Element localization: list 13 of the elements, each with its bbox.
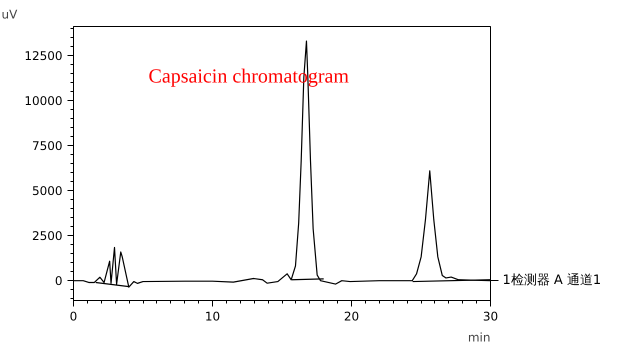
y-tick-label: 5000 xyxy=(32,184,63,198)
y-tick-label: 10000 xyxy=(24,94,63,108)
y-axis-title: uV xyxy=(2,8,18,22)
x-tick-label: 0 xyxy=(70,310,78,324)
x-tick-label: 20 xyxy=(344,310,360,324)
y-tick-label: 0 xyxy=(54,274,63,288)
x-axis-title: min xyxy=(468,330,491,344)
y-tick-label: 7500 xyxy=(32,138,63,153)
legend-label: 1检测器 A 通道1 xyxy=(502,273,602,288)
y-tick-label: 12500 xyxy=(24,48,63,63)
x-tick-label: 30 xyxy=(482,310,498,324)
y-tick-label: 2500 xyxy=(32,229,63,244)
x-tick-label: 10 xyxy=(204,310,220,324)
